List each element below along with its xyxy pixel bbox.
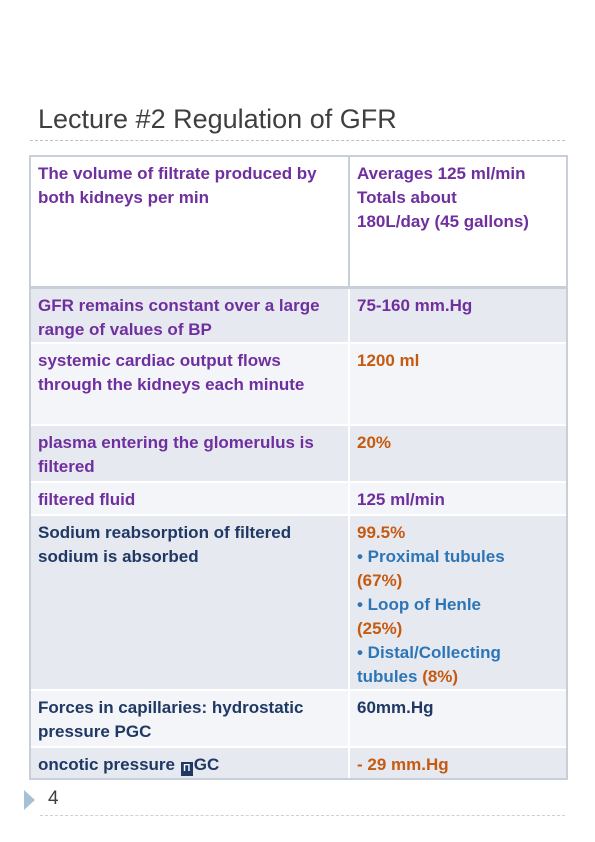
row-value: - 29 mm.Hg (348, 747, 568, 780)
row-label: Sodium reabsorption of filtered sodium i… (29, 515, 350, 690)
value-line: Totals about (357, 188, 457, 207)
pi-glyph-icon: Π (180, 762, 193, 776)
row-label: The volume of filtrate produced by both … (29, 155, 350, 289)
row-label: filtered fluid (29, 482, 350, 515)
slide-marker-icon (24, 790, 35, 810)
row-value: 75-160 mm.Hg (348, 287, 568, 343)
row-label: oncotic pressure Π GC (29, 747, 350, 780)
row-value: 99.5% • Proximal tubules (67%) • Loop of … (348, 515, 568, 690)
title-divider (30, 140, 565, 141)
row-value: 1200 ml (348, 343, 568, 425)
table-row: Forces in capillaries: hydrostatic press… (29, 690, 568, 747)
row-value: 125 ml/min (348, 482, 568, 515)
table-row: oncotic pressure Π GC - 29 mm.Hg (29, 747, 568, 780)
value-line: 180L/day (45 gallons) (357, 212, 529, 231)
table-row: plasma entering the glomerulus is filter… (29, 425, 568, 482)
row-label: Forces in capillaries: hydrostatic press… (29, 690, 350, 747)
row-label: plasma entering the glomerulus is filter… (29, 425, 350, 482)
slide-title: Lecture #2 Regulation of GFR (38, 104, 397, 134)
gfr-table: The volume of filtrate produced by both … (29, 155, 568, 780)
row-value: 20% (348, 425, 568, 482)
row-value: Averages 125 ml/min Totals about 180L/da… (348, 155, 568, 289)
row-value: 60mm.Hg (348, 690, 568, 747)
page-number: 4 (48, 788, 59, 809)
row-label: systemic cardiac output flows through th… (29, 343, 350, 425)
list-item: • Loop of Henle (25%) (357, 595, 481, 638)
row-label: GFR remains constant over a large range … (29, 287, 350, 343)
value-line: Averages 125 ml/min (357, 164, 526, 183)
table-row: systemic cardiac output flows through th… (29, 343, 568, 425)
list-item: • Distal/Collecting tubules (8%) (357, 643, 501, 686)
footer-divider (40, 815, 565, 816)
table-row: The volume of filtrate produced by both … (29, 155, 568, 289)
table-row: filtered fluid 125 ml/min (29, 482, 568, 515)
table-row: Sodium reabsorption of filtered sodium i… (29, 515, 568, 690)
list-item: • Proximal tubules (67%) (357, 547, 505, 590)
value-head: 99.5% (357, 523, 406, 542)
bullet-list: • Proximal tubules (67%) • Loop of Henle(… (357, 545, 559, 689)
table-row: GFR remains constant over a large range … (29, 287, 568, 343)
